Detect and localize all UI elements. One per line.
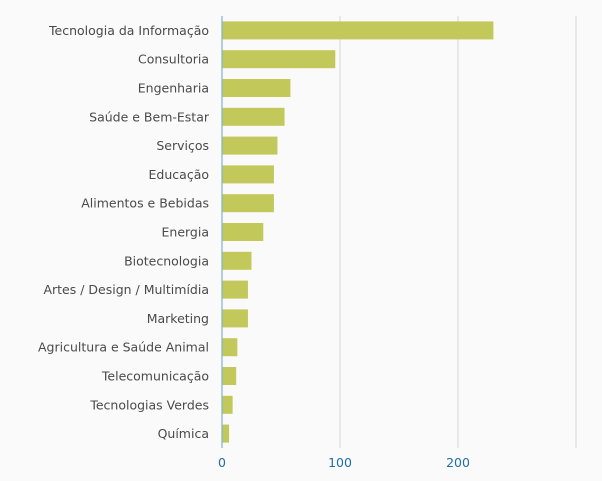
bar: [222, 79, 291, 97]
x-tick-label: 0: [218, 455, 226, 470]
bar: [222, 165, 274, 184]
bars: [222, 21, 494, 443]
x-tick-label: 100: [328, 455, 352, 470]
bar: [222, 223, 264, 241]
bar: [222, 50, 336, 69]
bar: [222, 21, 494, 40]
category-label: Serviços: [156, 138, 209, 153]
category-label: Consultoria: [138, 52, 209, 67]
category-label: Agricultura e Saúde Animal: [38, 340, 209, 355]
x-axis-ticks: 0 100 200: [218, 455, 470, 470]
gridlines: [339, 16, 577, 448]
bar: [222, 107, 285, 126]
bar: [222, 424, 230, 443]
category-label: Tecnologia da Informação: [48, 23, 209, 38]
category-label: Alimentos e Bebidas: [81, 196, 209, 211]
x-tick-label: 200: [446, 455, 470, 470]
category-label: Artes / Design / Multimídia: [43, 282, 209, 297]
bar: [222, 309, 248, 328]
bar: [222, 395, 233, 414]
bar: [222, 136, 278, 155]
category-label: Telecomunicação: [101, 369, 209, 384]
category-label: Energia: [162, 225, 210, 240]
bar: [222, 251, 252, 270]
category-label: Química: [158, 426, 209, 441]
category-label: Tecnologias Verdes: [89, 397, 209, 412]
category-label: Educação: [149, 167, 209, 182]
category-label: Biotecnologia: [124, 253, 209, 268]
category-label: Engenharia: [138, 81, 209, 96]
bar: [222, 194, 274, 213]
category-label: Saúde e Bem-Estar: [89, 109, 210, 124]
bar: [222, 338, 238, 357]
bar: [222, 280, 248, 299]
category-label: Marketing: [147, 311, 209, 326]
bar: [222, 367, 237, 385]
category-labels: Tecnologia da Informação Consultoria Engen…: [38, 23, 210, 441]
